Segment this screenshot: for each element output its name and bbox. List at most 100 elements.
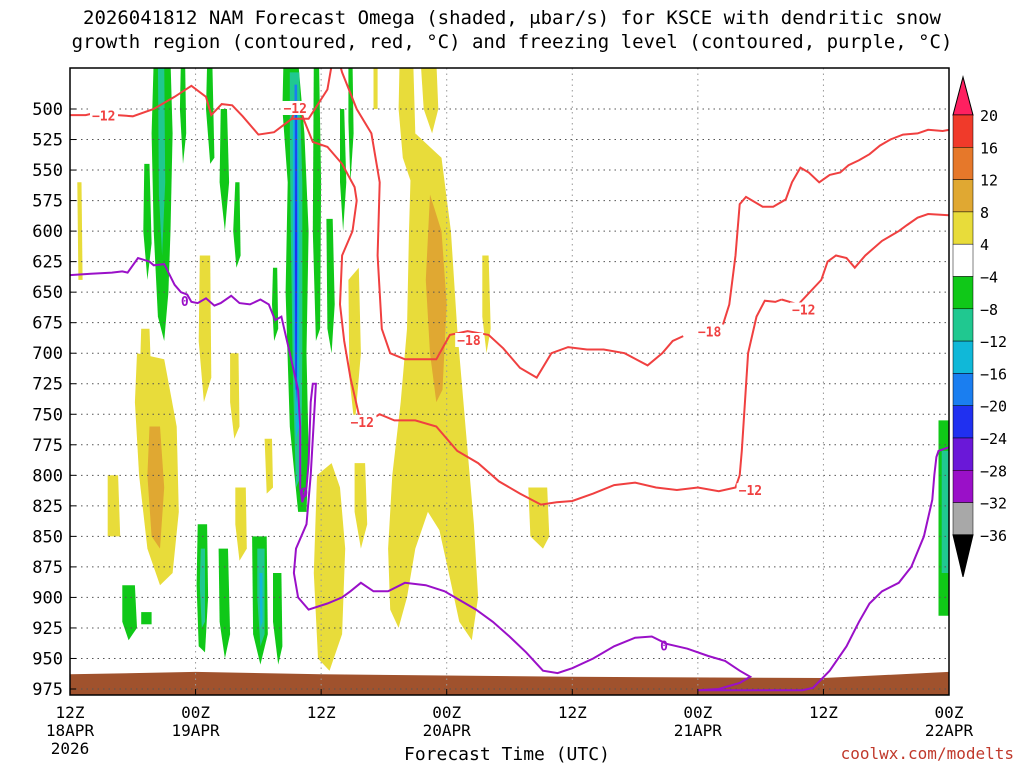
omega-region-25 [141, 612, 152, 625]
y-tick-label-975: 975 [32, 680, 63, 700]
freezing-label-2: 0 [660, 639, 668, 654]
colorbar-label-12: −32 [980, 495, 1007, 513]
dgz-label-bg-3 [348, 414, 377, 429]
dgz-label-2: −12 [792, 303, 815, 318]
contour-lines [70, 68, 949, 692]
freezing-label-1: 0 [300, 487, 308, 502]
x-tick-label-12-0: 00Z [181, 703, 210, 722]
y-tick-label-675: 675 [32, 314, 63, 334]
y-tick-label-875: 875 [32, 558, 63, 578]
omega-region-24 [122, 585, 137, 641]
omega-region-46 [373, 68, 378, 109]
omega-region-22 [259, 573, 263, 628]
x-tick-label-60-1: 21APR [674, 721, 723, 740]
dgz-label-1: −12 [283, 102, 306, 117]
colorbar-label-6: −8 [980, 301, 998, 319]
colorbar-label-13: −36 [980, 527, 1007, 545]
chart-title: 2026041812 NAM Forecast Omega (shaded, μ… [0, 6, 1024, 54]
y-tick-label-700: 700 [32, 344, 63, 364]
x-tick-label-48-0: 12Z [558, 703, 587, 722]
y-tick-label-625: 625 [32, 253, 63, 273]
plot-background [70, 68, 949, 695]
omega-region-31 [398, 68, 416, 183]
omega-region-4 [206, 68, 215, 164]
omega-region-32 [421, 68, 439, 134]
dgz-contour-2 [781, 212, 949, 306]
y-tick-label-900: 900 [32, 588, 63, 608]
omega-region-23 [273, 573, 283, 665]
colorbar-top-arrow [952, 75, 974, 116]
dgz-label-bg-6 [695, 324, 724, 339]
omega-region-30 [354, 463, 368, 549]
colorbar-bin-8 [952, 373, 974, 406]
y-tick-label-550: 550 [32, 161, 63, 181]
colorbar: 20 16 12 8 4 −4 −8 −12 −16 −20 −24 −28 −32 −36 [952, 75, 1007, 578]
y-tick-label-650: 650 [32, 283, 63, 303]
colorbar-label-3: 8 [980, 204, 989, 222]
y-tick-label-825: 825 [32, 497, 63, 517]
colorbar-label-0: 20 [980, 107, 998, 125]
colorbar-label-4: 4 [980, 236, 989, 254]
x-tick-label-60-0: 00Z [683, 703, 712, 722]
colorbar-bin-5 [952, 276, 974, 310]
y-tick-label-600: 600 [32, 222, 63, 242]
title-line-1: 2026041812 NAM Forecast Omega (shaded, μ… [83, 7, 941, 29]
site-credit: coolwx.com/modelts [840, 744, 1014, 763]
omega-region-1 [157, 68, 166, 256]
y-tick-label-725: 725 [32, 375, 63, 395]
colorbar-bin-2 [952, 179, 974, 213]
dgz-label-bg-4 [736, 483, 765, 498]
contour-labels: −12 −12 −12 −12 −12 −18 −18 0 0 0 [89, 101, 819, 654]
dgz-label-bg-5 [455, 333, 484, 347]
omega-shading [77, 68, 949, 671]
colorbar-bin-7 [952, 340, 974, 374]
omega-region-44 [235, 487, 247, 561]
colorbar-bin-10 [952, 437, 974, 471]
colorbar-label-2: 12 [980, 172, 998, 190]
omega-region-41 [147, 426, 165, 549]
x-tick-label-36-1: 20APR [423, 721, 472, 740]
x-tick-label-84-1: 22APR [925, 721, 974, 740]
colorbar-bin-6 [952, 308, 974, 342]
y-tick-label-950: 950 [32, 649, 63, 669]
freezing-label-0: 0 [181, 295, 189, 310]
colorbar-label-10: −24 [980, 430, 1007, 448]
dgz-label-5: −18 [457, 334, 481, 349]
x-tick-label-24-0: 12Z [307, 703, 336, 722]
freezing-level-contour [70, 256, 949, 692]
x-tick-label-0-2: 2026 [51, 739, 90, 758]
x-tick-label-0-0: 12Z [56, 703, 85, 722]
colorbar-bottom-arrow [952, 534, 974, 578]
y-tick-label-775: 775 [32, 436, 63, 456]
x-tick-label-36-0: 00Z [432, 703, 461, 722]
omega-region-39 [107, 475, 121, 537]
colorbar-bin-4 [952, 243, 974, 277]
omega-region-6 [233, 182, 241, 268]
x-tick-label-72-0: 12Z [809, 703, 838, 722]
dgz-label-bg-0 [89, 108, 118, 123]
x-tick-label-0-1: 18APR [46, 721, 95, 740]
colorbar-bin-12 [952, 502, 974, 536]
y-tick-label-575: 575 [32, 192, 63, 212]
dgz-label-0: −12 [92, 109, 115, 124]
x-tick-label-84-0: 00Z [935, 703, 964, 722]
plot-frame [69, 67, 950, 696]
y-tick-label-525: 525 [32, 131, 63, 151]
omega-region-35 [482, 255, 491, 354]
colorbar-label-5: −4 [980, 269, 998, 287]
omega-region-2 [143, 163, 152, 280]
omega-region-45 [264, 438, 273, 494]
omega-region-19 [218, 548, 231, 659]
y-tick-label-500: 500 [32, 100, 63, 120]
dgz-contour-6 [707, 128, 949, 338]
omega-region-12 [295, 109, 298, 403]
y-tick-label-800: 800 [32, 466, 63, 486]
omega-region-13 [312, 68, 322, 341]
colorbar-bin-9 [952, 405, 974, 439]
dgz-label-4: −12 [739, 484, 762, 499]
dgz-label-3: −12 [350, 416, 373, 431]
y-tick-label-850: 850 [32, 527, 63, 547]
colorbar-label-8: −16 [980, 365, 1007, 383]
